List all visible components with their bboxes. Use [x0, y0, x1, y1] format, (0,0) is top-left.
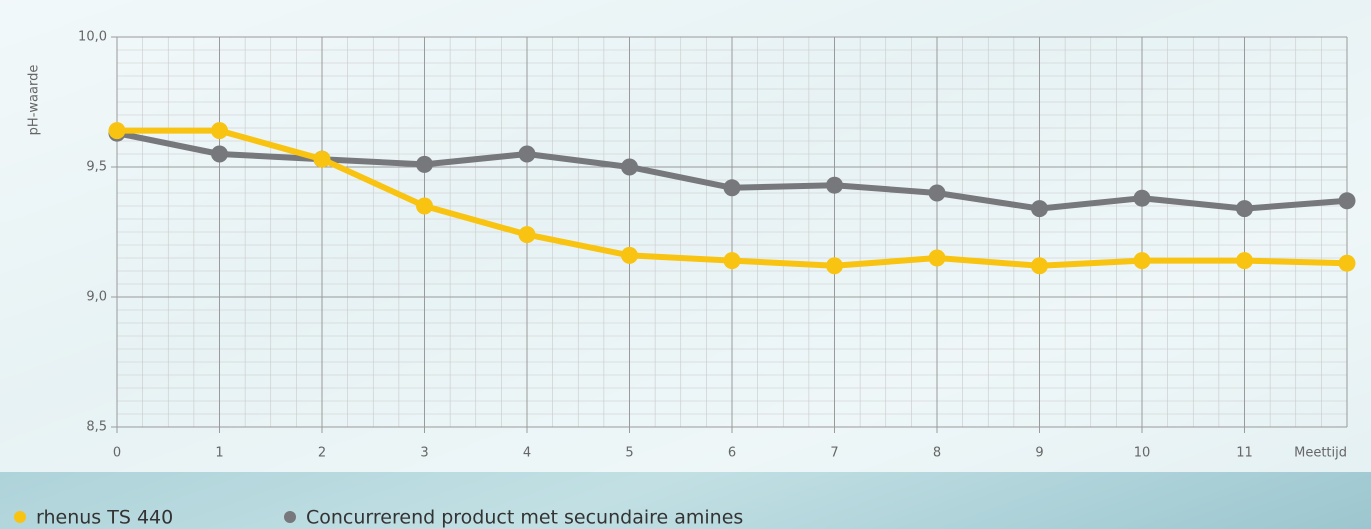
x-tick-label: 9	[1035, 446, 1043, 461]
data-point	[416, 197, 433, 215]
x-tick-label: 6	[728, 446, 736, 461]
data-point	[621, 246, 638, 264]
x-tick-label: 7	[830, 446, 838, 461]
y-tick-label: 8,5	[86, 420, 107, 435]
data-point	[723, 179, 741, 197]
data-point	[211, 122, 228, 140]
legend-label: Concurrerend product met secundaire amin…	[306, 507, 743, 529]
data-point	[416, 155, 433, 173]
data-point	[211, 145, 228, 163]
y-tick-label: 9,0	[86, 290, 107, 305]
data-point	[723, 252, 741, 270]
legend-marker	[14, 511, 26, 523]
x-axis-label: Meettijd	[1294, 446, 1347, 461]
legend-marker	[284, 511, 296, 523]
x-tick-label: 8	[933, 446, 941, 461]
data-point	[928, 184, 946, 202]
data-point	[621, 158, 638, 176]
data-point	[826, 176, 843, 194]
data-point	[518, 145, 536, 163]
data-point	[1236, 200, 1253, 218]
x-tick-label: 3	[420, 446, 428, 461]
x-tick-label: 11	[1236, 446, 1253, 461]
x-tick-label: 0	[113, 446, 121, 461]
y-axis-label: pH-waarde	[27, 65, 42, 136]
data-point	[518, 226, 536, 244]
x-tick-label: 10	[1134, 446, 1151, 461]
y-tick-label: 9,5	[86, 160, 107, 175]
data-point	[313, 150, 331, 168]
x-tick-label: 4	[523, 446, 531, 461]
data-point	[1338, 254, 1356, 272]
data-point	[1133, 252, 1151, 270]
x-tick-label: 2	[318, 446, 326, 461]
data-point	[1031, 257, 1048, 275]
data-point	[1031, 200, 1048, 218]
y-tick-label: 10,0	[78, 30, 107, 45]
data-point	[108, 122, 126, 140]
data-point	[1236, 252, 1253, 270]
data-point	[1133, 189, 1151, 207]
data-point	[928, 249, 946, 267]
data-point	[1338, 192, 1356, 210]
x-tick-label: 1	[215, 446, 223, 461]
x-tick-label: 5	[625, 446, 633, 461]
legend-label: rhenus TS 440	[36, 507, 173, 529]
data-point	[826, 257, 843, 275]
